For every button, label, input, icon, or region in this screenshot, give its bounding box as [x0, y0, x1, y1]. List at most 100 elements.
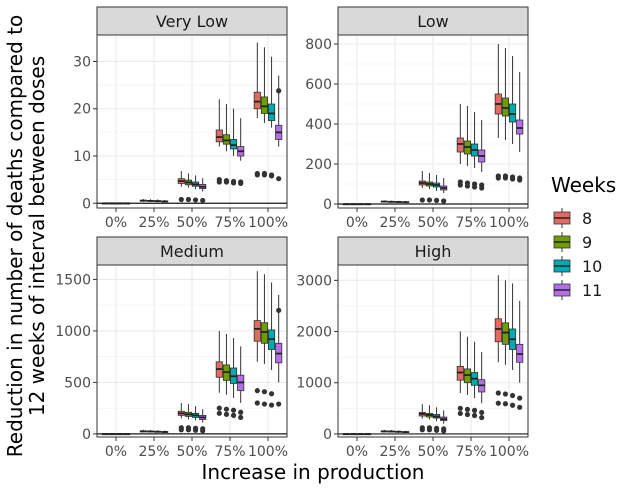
box [184, 173, 192, 203]
box [432, 407, 441, 433]
box [394, 200, 403, 203]
box [508, 56, 517, 182]
box [356, 433, 365, 436]
legend-label: 11 [582, 281, 602, 300]
box [260, 274, 268, 407]
panel-border [337, 264, 529, 438]
x-tick-label: 50% [417, 444, 448, 460]
outlier-point [192, 197, 199, 203]
x-tick-label: 100% [248, 215, 288, 231]
x-tick-label: 50% [176, 215, 207, 231]
box [516, 72, 524, 183]
outlier-point [433, 425, 440, 431]
box [501, 280, 509, 407]
outlier-point [268, 402, 275, 408]
box-body [267, 103, 276, 121]
box [108, 202, 117, 205]
box-body [229, 139, 238, 150]
box [267, 56, 276, 179]
box [387, 200, 395, 203]
legend-title: Weeks [551, 173, 616, 197]
box-body [253, 320, 261, 342]
outlier-point [457, 182, 463, 188]
y-tick-label: 0 [323, 427, 332, 443]
box [237, 118, 245, 187]
y-tick-label: 500 [64, 375, 91, 391]
outlier-point [254, 170, 260, 177]
box [161, 430, 169, 433]
box [380, 200, 388, 203]
box-body [516, 119, 524, 135]
outlier-point [261, 389, 268, 395]
legend-item: 8 [553, 208, 592, 228]
y-axis-label-line-2: 12 weeks of interval between doses [25, 56, 49, 416]
facet-title: Medium [160, 242, 224, 261]
y-tick-label: 30 [73, 54, 91, 70]
outlier-point [517, 404, 523, 410]
box [101, 433, 109, 436]
outlier-point [517, 177, 523, 183]
outlier-point [230, 180, 237, 186]
outlier-point [276, 176, 282, 182]
outlier-point [509, 176, 516, 182]
outlier-point [185, 425, 192, 431]
outlier-point [464, 411, 471, 418]
y-tick-label: 2000 [296, 325, 332, 341]
box [387, 430, 395, 433]
box [229, 338, 238, 418]
box-body [215, 129, 223, 143]
y-tick-label: 1500 [55, 272, 91, 288]
box [425, 405, 433, 433]
facet-title: High [415, 242, 452, 261]
y-tick-label: 20 [73, 102, 91, 118]
outlier-point [223, 179, 230, 185]
x-tick-label: 75% [455, 215, 486, 231]
box [116, 202, 124, 205]
x-tick-label: 75% [455, 444, 486, 460]
box [123, 202, 131, 205]
facet-strip [337, 236, 529, 266]
x-tick-label: 50% [417, 215, 448, 231]
box [440, 410, 448, 434]
y-tick-label: 0 [82, 196, 91, 212]
x-tick-label: 0% [346, 444, 368, 460]
box [191, 406, 200, 433]
outlier-point [464, 406, 471, 412]
box [418, 404, 426, 433]
box [349, 203, 357, 206]
y-tick-label: 3000 [296, 273, 332, 289]
x-tick-label: 75% [214, 444, 245, 460]
box [463, 336, 471, 418]
box [275, 294, 283, 407]
outlier-point [192, 425, 199, 431]
box [177, 403, 185, 433]
panel-border [337, 34, 529, 209]
box [342, 203, 350, 206]
x-tick-label: 75% [214, 215, 245, 231]
x-tick-label: 25% [138, 444, 169, 460]
box-body [222, 134, 230, 145]
box [418, 171, 426, 203]
y-tick-label: 600 [305, 77, 332, 93]
box [184, 404, 192, 433]
outlier-point [216, 179, 222, 185]
outlier-point [178, 425, 184, 431]
box [253, 271, 261, 406]
x-tick-label: 25% [138, 215, 169, 231]
outlier-point [238, 409, 244, 415]
box [222, 104, 230, 185]
y-tick-label: 0 [82, 427, 91, 443]
x-tick-label: 50% [176, 444, 207, 460]
x-tick-label: 0% [105, 215, 127, 231]
box [116, 433, 124, 436]
outlier-point [185, 196, 192, 203]
panel-border [96, 264, 288, 438]
facet-title: Very Low [156, 12, 228, 31]
outlier-point [254, 400, 260, 406]
outlier-point [479, 409, 485, 416]
box-body [260, 322, 268, 344]
outlier-point [261, 170, 268, 177]
outlier-point [276, 307, 282, 313]
y-tick-label: 200 [305, 157, 332, 173]
outlier-point [509, 402, 516, 408]
